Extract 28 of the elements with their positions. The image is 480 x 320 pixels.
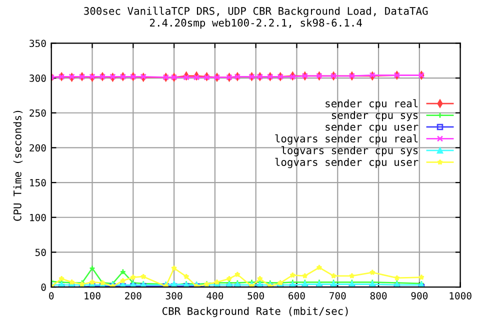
x-tick-label: 900 <box>411 292 428 300</box>
legend-label: sender cpu real <box>326 99 418 110</box>
x-tick-label: 500 <box>248 292 264 300</box>
y-axis-title: CPU Time (seconds) <box>13 110 23 221</box>
legend-label: sender cpu user <box>326 122 418 133</box>
x-tick-label: 300 <box>166 292 182 300</box>
x-axis-title: CBR Background Rate (mbit/sec) <box>162 306 348 318</box>
legend-label: logvars sender cpu sys <box>282 146 418 156</box>
x-tick-label: 1000 <box>450 292 472 300</box>
x-tick-label: 800 <box>370 292 387 300</box>
y-tick-label: 0 <box>41 284 46 291</box>
x-tick-label: 200 <box>125 292 142 300</box>
chart-title: 300sec VanillaTCP DRS, UDP CBR Background Load, DataTAG 2.4.20smp web100-2.2.1, sk98-6.1.4 <box>84 6 428 29</box>
legend-label: sender cpu sys <box>332 111 418 122</box>
x-tick-label: 600 <box>288 292 305 300</box>
legend-label: logvars sender cpu user <box>275 158 418 168</box>
x-tick-label: 0 <box>49 292 54 300</box>
x-tick-label: 400 <box>206 292 224 300</box>
y-tick-label: 300 <box>30 74 46 82</box>
y-tick-label: 50 <box>35 248 46 256</box>
y-tick-label: 150 <box>30 179 46 186</box>
y-tick-label: 250 <box>30 109 46 117</box>
legend-label: logvars sender cpu real <box>275 134 418 145</box>
y-tick-label: 350 <box>30 40 46 48</box>
x-tick-label: 700 <box>330 292 346 300</box>
y-tick-label: 200 <box>30 144 46 152</box>
y-tick-label: 100 <box>30 214 46 222</box>
x-tick-label: 100 <box>84 292 100 300</box>
